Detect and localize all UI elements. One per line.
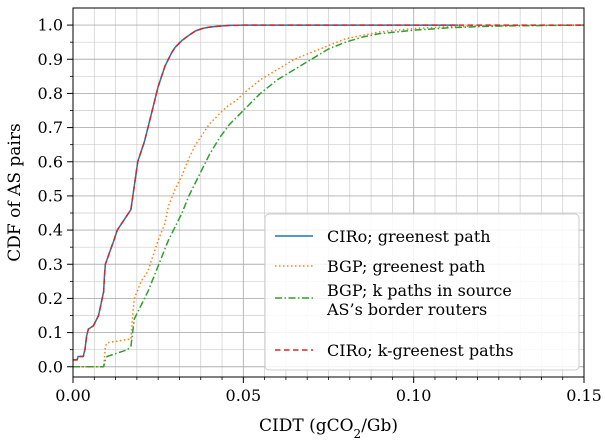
series-layer (73, 24, 585, 368)
y-tick-label: 0.4 (38, 221, 63, 240)
series-line-3 (73, 24, 584, 361)
y-tick-label: 0.7 (38, 118, 63, 137)
x-tick-label: 0.15 (566, 386, 602, 405)
y-axis-label: CDF of AS pairs (5, 123, 25, 261)
y-tick-label: 0.9 (38, 50, 63, 69)
legend-label-1: BGP; greenest path (327, 257, 485, 276)
y-tick-label: 0.5 (38, 186, 63, 205)
series-line-2 (73, 24, 585, 368)
y-tick-label: 0.3 (38, 255, 63, 274)
x-axis-label: CIDT (gCO2/Gb) (259, 416, 398, 440)
legend-label-0: CIRo; greenest path (327, 227, 491, 246)
y-tick-label: 0.6 (38, 152, 63, 171)
x-tick-label: 0.05 (226, 386, 262, 405)
legend: CIRo; greenest path BGP; greenest path BGP… (264, 213, 580, 371)
y-tick-label: 0.0 (38, 357, 63, 376)
y-tick-label: 0.8 (38, 84, 63, 103)
x-tick-label: 0.10 (396, 386, 432, 405)
legend-box (264, 213, 580, 371)
legend-label-3: CIRo; k-greenest paths (327, 341, 514, 360)
ticks: 0.00 0.05 0.10 0.15 0.0 0.1 0.2 0.3 0.4 0.5 0.6 0.7… (38, 16, 602, 405)
x-tick-label: 0.00 (55, 386, 91, 405)
y-tick-label: 1.0 (38, 16, 63, 35)
y-tick-label: 0.2 (38, 289, 63, 308)
y-tick-label: 0.1 (38, 323, 63, 342)
legend-label-2: BGP; k paths in source AS’s border router… (326, 281, 512, 319)
